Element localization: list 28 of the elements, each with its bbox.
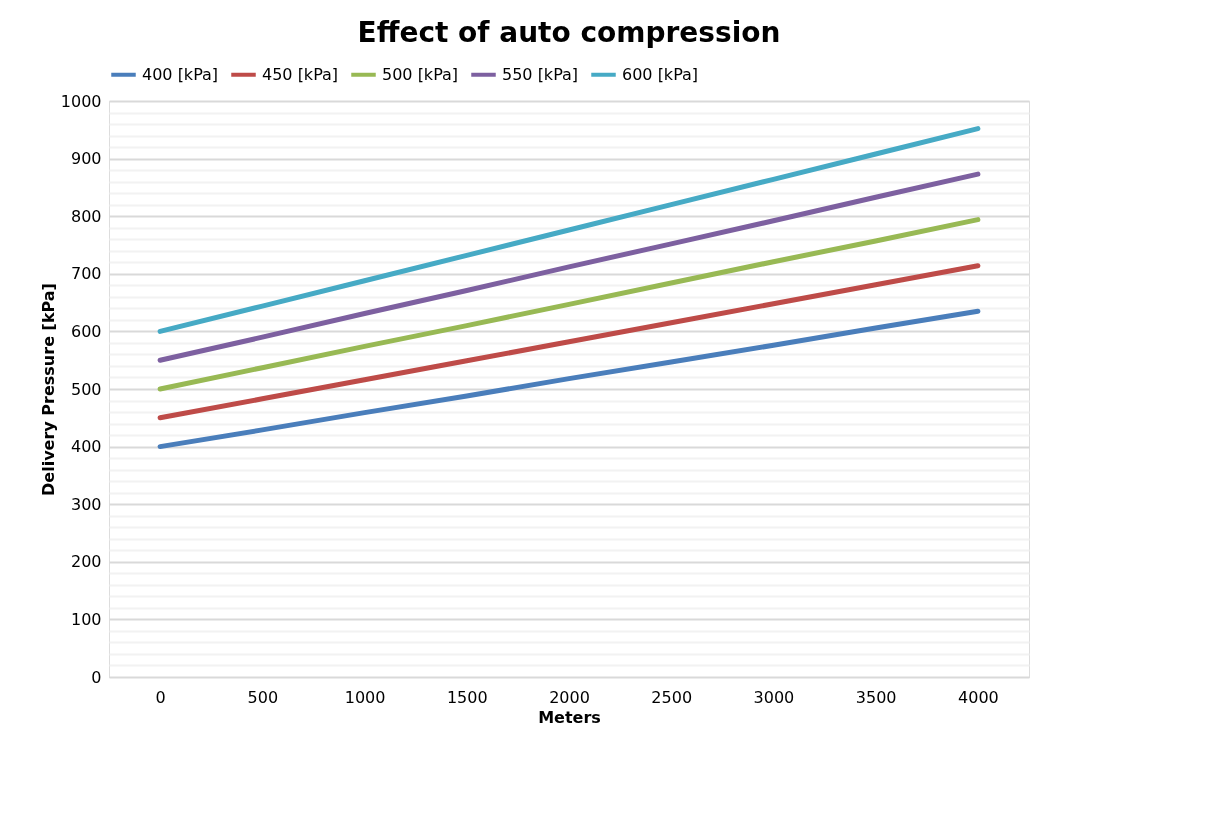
y-tick-label: 100 xyxy=(70,609,102,629)
x-tick-label: 3000 xyxy=(753,687,795,707)
y-tick-label: 200 xyxy=(70,552,102,572)
legend-label: 400 [kPa] xyxy=(142,64,219,84)
x-tick-label: 2500 xyxy=(651,687,693,707)
x-tick-label: 1000 xyxy=(344,687,386,707)
legend-label: 450 [kPa] xyxy=(262,64,339,84)
y-tick-label: 700 xyxy=(70,264,102,284)
x-tick-label: 500 xyxy=(247,687,279,707)
y-tick-label: 500 xyxy=(70,379,102,399)
x-tick-label: 3500 xyxy=(855,687,897,707)
y-tick-label: 800 xyxy=(70,206,102,226)
y-axis-title: Delivery Pressure [kPa] xyxy=(38,283,58,496)
legend-label: 600 [kPa] xyxy=(622,64,699,84)
x-tick-label: 2000 xyxy=(549,687,590,707)
x-tick-label: 4000 xyxy=(958,687,999,707)
y-tick-label: 900 xyxy=(70,149,102,169)
y-tick-label: 0 xyxy=(91,667,102,687)
y-tick-label: 600 xyxy=(70,321,102,341)
y-tick-label: 400 xyxy=(70,437,102,457)
y-tick-label: 1000 xyxy=(60,91,102,111)
legend-label: 500 [kPa] xyxy=(382,64,459,84)
x-axis-title: Meters xyxy=(538,707,601,727)
y-tick-label: 300 xyxy=(70,494,102,514)
x-tick-label: 0 xyxy=(155,687,166,707)
x-tick-label: 1500 xyxy=(446,687,488,707)
legend-label: 550 [kPa] xyxy=(502,64,579,84)
chart-title: Effect of auto compression xyxy=(357,16,781,49)
